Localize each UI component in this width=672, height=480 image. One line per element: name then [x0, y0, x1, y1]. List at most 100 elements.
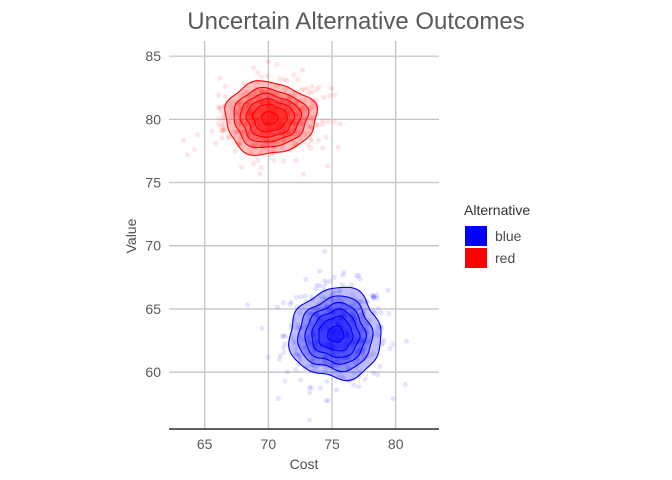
blue-point: [344, 334, 350, 340]
blue-point: [275, 395, 281, 402]
red-point: [284, 95, 290, 101]
red-point: [304, 131, 310, 137]
red-point: [221, 125, 227, 131]
blue-point: [326, 340, 332, 347]
red-point: [247, 111, 254, 117]
red-point: [298, 87, 304, 93]
red-point: [291, 120, 297, 126]
red-point: [263, 114, 269, 120]
blue-point: [351, 370, 357, 376]
red-point: [276, 103, 282, 109]
blue-density-contours: [288, 286, 382, 382]
blue-point: [370, 307, 376, 313]
y-tick-label: 60: [145, 364, 161, 380]
red-point: [302, 106, 308, 112]
red-point: [272, 141, 278, 147]
blue-point: [354, 355, 360, 361]
y-tick-label: 80: [145, 111, 161, 127]
red-point: [228, 104, 234, 110]
blue-point: [297, 310, 303, 316]
red-point: [218, 128, 224, 134]
red-point: [320, 145, 326, 151]
blue-point: [370, 370, 377, 376]
blue-point: [337, 330, 343, 337]
blue-point: [357, 276, 363, 282]
red-point: [277, 116, 283, 122]
blue-point: [314, 340, 320, 346]
red-point: [282, 126, 288, 132]
blue-point: [335, 319, 341, 325]
red-point: [265, 124, 271, 130]
blue-point: [306, 338, 312, 344]
red-point: [286, 128, 292, 134]
red-point: [239, 164, 245, 170]
red-point: [301, 132, 307, 138]
blue-point: [304, 350, 310, 356]
blue-point: [325, 324, 331, 331]
red-point: [246, 118, 252, 124]
red-point: [216, 116, 222, 122]
blue-point: [294, 351, 300, 357]
x-tick-label: 80: [388, 436, 404, 452]
red-point: [237, 136, 243, 142]
red-point: [259, 87, 265, 93]
blue-point: [332, 331, 338, 337]
blue-point: [322, 340, 328, 346]
red-point: [221, 114, 227, 120]
series-red: [181, 59, 343, 177]
blue-point: [373, 310, 379, 316]
blue-point: [312, 333, 318, 339]
red-point: [184, 152, 190, 158]
red-point: [292, 140, 298, 146]
blue-point: [353, 351, 359, 357]
red-point: [255, 118, 261, 124]
red-point: [219, 135, 225, 141]
blue-point: [280, 344, 286, 351]
blue-point: [343, 305, 349, 311]
red-point: [227, 134, 233, 140]
blue-point: [375, 372, 381, 378]
blue-point: [281, 333, 287, 339]
blue-point: [289, 335, 295, 341]
red-point: [258, 88, 264, 94]
red-point: [320, 121, 326, 127]
blue-point: [340, 272, 346, 278]
red-point: [259, 131, 265, 138]
blue-point: [292, 338, 298, 344]
blue-point: [350, 312, 357, 318]
blue-point: [321, 316, 327, 322]
red-point: [266, 104, 272, 110]
blue-point: [344, 333, 350, 339]
red-point: [321, 94, 327, 100]
blue-point: [339, 322, 345, 328]
red-point: [299, 104, 305, 110]
red-point: [287, 121, 293, 127]
blue-point: [282, 333, 288, 339]
red-point: [218, 105, 224, 111]
red-point: [237, 140, 243, 146]
red-point: [335, 144, 341, 150]
red-point: [309, 101, 315, 107]
blue-point: [288, 299, 294, 305]
blue-point: [306, 389, 313, 396]
blue-point: [341, 313, 347, 320]
red-point: [314, 122, 320, 128]
series-blue: [244, 248, 410, 423]
red-point: [217, 75, 223, 81]
blue-point: [334, 319, 340, 325]
blue-point: [311, 329, 317, 335]
red-point: [273, 107, 279, 114]
blue-point: [308, 385, 314, 391]
red-point: [298, 106, 304, 113]
blue-point: [335, 336, 342, 343]
blue-contour: [304, 301, 368, 365]
red-point: [325, 119, 331, 125]
red-point: [325, 163, 331, 169]
blue-point: [326, 307, 332, 313]
red-point: [274, 61, 280, 67]
blue-point: [358, 326, 365, 332]
blue-point: [315, 322, 322, 328]
red-point: [327, 93, 333, 99]
blue-point: [334, 387, 340, 393]
